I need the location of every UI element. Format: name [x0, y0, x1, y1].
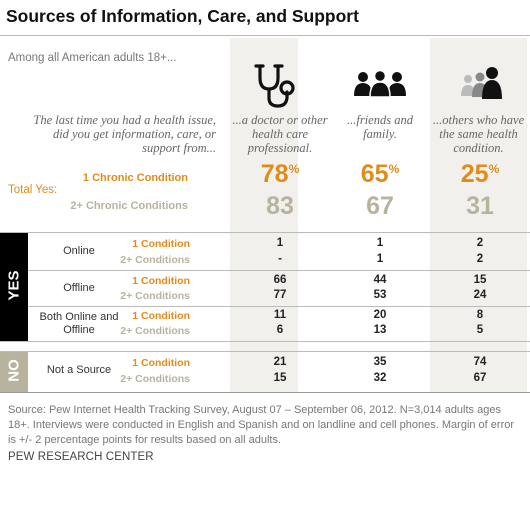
brand-logo-text: PEW RESEARCH CENTER — [8, 451, 154, 463]
value-cell: 67 — [473, 372, 487, 384]
value-cell: 2 — [476, 237, 484, 249]
yes-group-bar: YES — [0, 232, 28, 341]
condition-two-label: 2+ Conditions — [120, 254, 190, 266]
value-cell: 53 — [373, 289, 387, 301]
column-header-friends-family: ...friends and family. — [347, 113, 413, 141]
value-cell: 11 — [273, 309, 287, 321]
divider-line — [28, 270, 530, 271]
bottom-rule — [0, 392, 530, 393]
divider-line — [28, 306, 530, 307]
value-cell: 8 — [476, 309, 484, 321]
chart-subtitle: Among all American adults 18+... — [8, 52, 177, 64]
value-cell: 74 — [473, 356, 487, 368]
top-rule — [0, 35, 530, 36]
value-cell: 5 — [476, 324, 484, 336]
two-plus-chronic-conditions-label: 2+ Chronic Conditions — [70, 200, 188, 212]
value-cell: 13 — [373, 324, 387, 336]
condition-two-label: 2+ Conditions — [120, 373, 190, 385]
one-chronic-condition-label: 1 Chronic Condition — [82, 172, 188, 184]
row-label-not-a-source: Not a Source — [46, 364, 112, 376]
row-label-online: Online — [63, 245, 95, 257]
total-yes-two-others: 31 — [466, 192, 494, 220]
value-cell: 44 — [373, 274, 387, 286]
value-cell: 21 — [273, 356, 287, 368]
divider-line — [0, 341, 530, 342]
same-condition-people-icon — [461, 67, 502, 99]
condition-one-label: 1 Condition — [132, 238, 190, 250]
value-cell: 2 — [476, 253, 484, 265]
condition-one-label: 1 Condition — [132, 357, 190, 369]
value-cell: 6 — [276, 324, 284, 336]
row-label-both: Both Online and Offline — [39, 311, 119, 336]
value-cell: 1 — [276, 237, 284, 249]
value-cell: 32 — [373, 372, 387, 384]
value-cell: 15 — [473, 274, 487, 286]
value-cell: 77 — [273, 289, 287, 301]
divider-line — [0, 232, 530, 233]
value-cell: 1 — [376, 253, 384, 265]
value-cell: 1 — [376, 237, 384, 249]
condition-one-label: 1 Condition — [132, 275, 190, 287]
no-group-bar: NO — [0, 351, 28, 392]
condition-two-label: 2+ Conditions — [120, 325, 190, 337]
no-label: NO — [5, 359, 23, 382]
total-yes-two-friends: 67 — [366, 192, 394, 220]
row-label-offline: Offline — [63, 282, 95, 294]
value-cell: 24 — [473, 289, 487, 301]
column-header-same-condition: ...others who have the same health condi… — [432, 113, 525, 155]
yes-label: YES — [5, 270, 23, 301]
value-cell: 35 — [373, 356, 387, 368]
total-yes-one-doctor: 78% — [260, 160, 300, 188]
value-cell: 20 — [373, 309, 387, 321]
total-yes-one-friends: 65% — [360, 160, 400, 188]
total-yes-two-doctor: 83 — [266, 192, 294, 220]
total-yes-label: Total Yes: — [8, 184, 58, 196]
divider-line — [0, 351, 530, 352]
column-header-doctor: ...a doctor or other health care profess… — [232, 113, 328, 155]
value-cell: 15 — [273, 372, 287, 384]
value-cell: 66 — [273, 274, 287, 286]
source-note: Source: Pew Internet Health Tracking Sur… — [8, 404, 515, 446]
chart-title: Sources of Information, Care, and Suppor… — [6, 6, 359, 26]
friends-family-icon — [354, 70, 406, 98]
value-cell: - — [278, 253, 282, 265]
survey-question: The last time you had a health issue, di… — [33, 113, 216, 155]
stethoscope-icon — [254, 64, 295, 108]
condition-one-label: 1 Condition — [132, 310, 190, 322]
condition-two-label: 2+ Conditions — [120, 290, 190, 302]
total-yes-one-others: 25% — [460, 160, 500, 188]
